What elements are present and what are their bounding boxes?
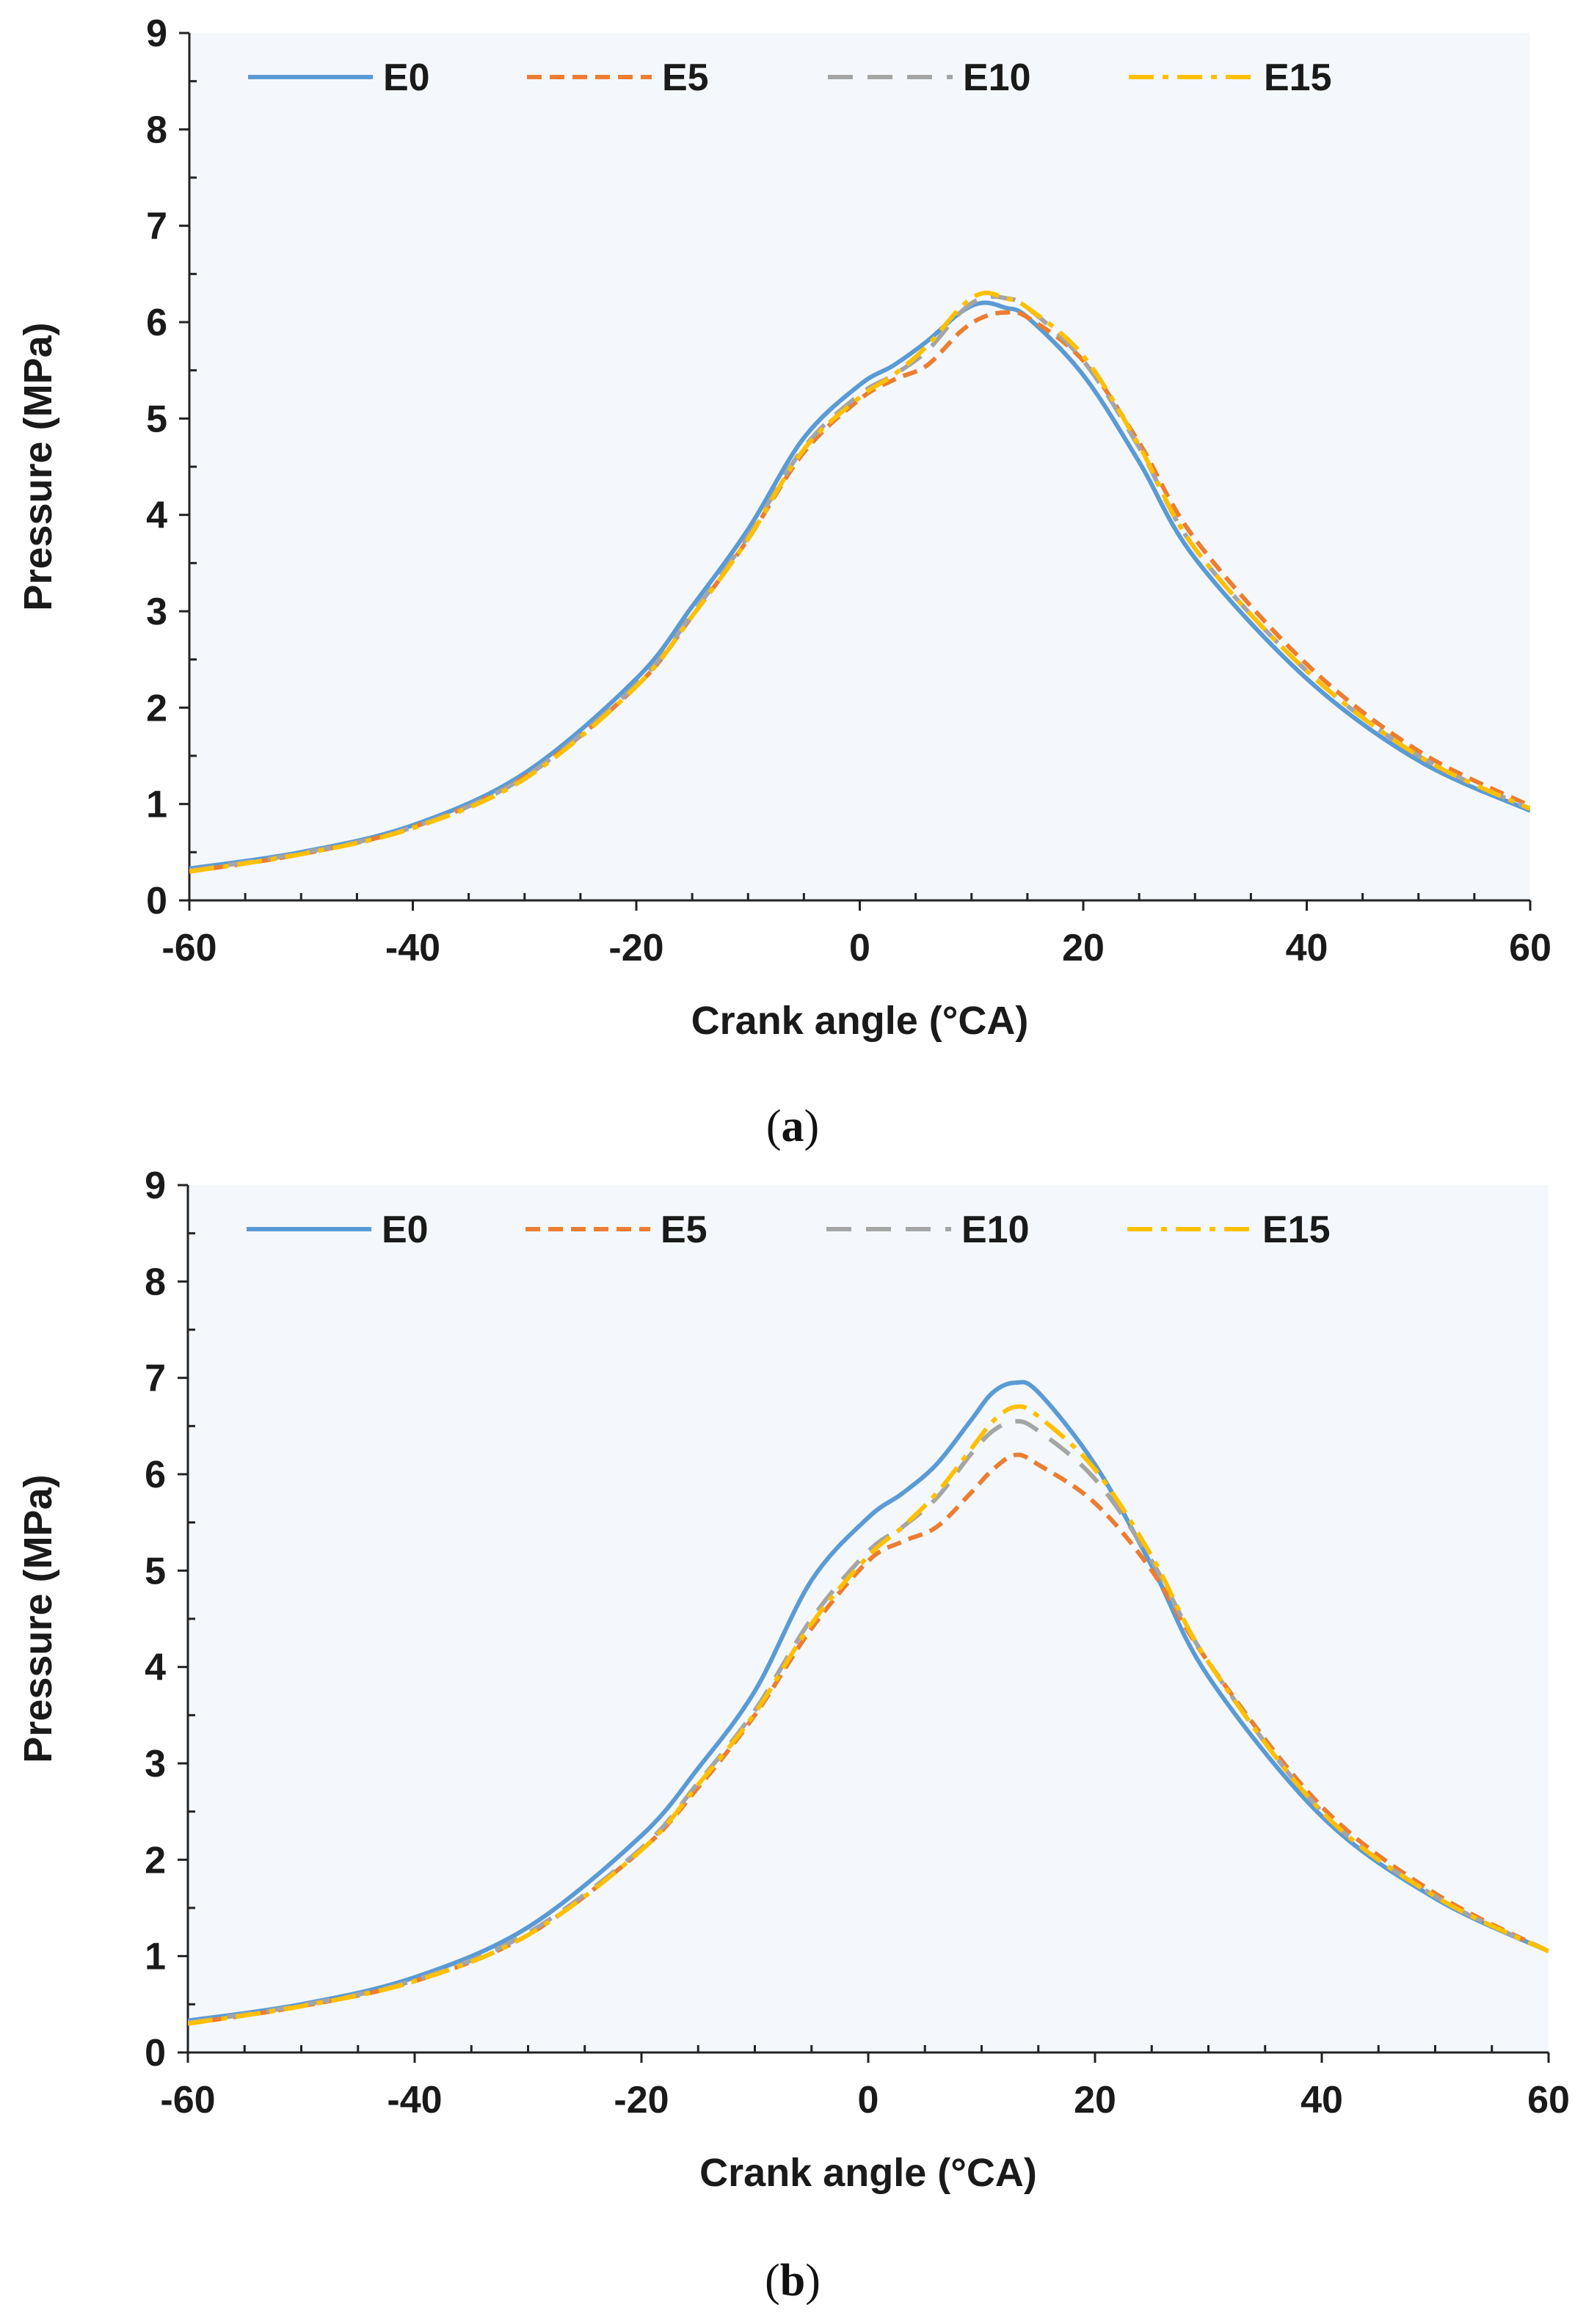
x-tick-label: 20 [1074,2079,1116,2121]
series-line-e0 [188,1380,1549,2023]
y-tick-label: 8 [145,1261,166,1303]
y-tick-label: 2 [146,687,167,729]
y-tick-label: 1 [146,784,167,826]
series-line-e15 [188,1404,1549,2026]
y-tick-label: 7 [146,205,167,248]
legend-label-e15: E15 [1264,57,1332,99]
legend-label-e0: E0 [382,1209,429,1251]
y-tick-label: 3 [145,1743,166,1785]
panel-label: (b) [765,2256,821,2306]
x-tick-label: 40 [1301,2079,1343,2121]
series-group [189,291,1530,874]
x-tick-label: -20 [608,927,663,969]
x-tick-label: -40 [387,2079,442,2121]
x-axis-title: Crank angle (°CA) [691,999,1029,1043]
y-tick-label: 9 [145,1165,166,1207]
y-axis-title: Pressure (MPa) [16,1474,60,1763]
y-tick-label: 1 [145,1936,166,1978]
series-line-e15 [189,291,1530,874]
y-tick-label: 0 [145,2032,166,2075]
chart-panel-a: 0 1 2 3 4 5 6 7 8 9 -60 -40 -20 0 20 40 60 Crank angle (°… [16,12,1552,1043]
x-tick-label: 0 [858,2079,879,2121]
x-tick-label: 60 [1527,2079,1570,2121]
x-tick-label: -60 [160,2079,215,2121]
x-tick-label: 60 [1509,927,1552,969]
plot-area [189,33,1530,900]
legend-label-e0: E0 [383,57,430,99]
x-tick-label: 0 [849,927,870,969]
x-tick-label: -60 [161,927,217,969]
x-tick-label: -20 [614,2079,669,2121]
y-tick-label: 9 [146,12,167,55]
x-tick-label: 20 [1062,927,1105,969]
y-tick-label: 4 [145,1647,166,1689]
y-tick-label: 5 [146,398,167,440]
y-tick-label: 8 [146,109,167,151]
legend-label-e10: E10 [961,1209,1030,1251]
x-axis-title: Crank angle (°CA) [699,2151,1037,2195]
y-tick-label: 7 [145,1358,166,1400]
chart-panel-b: 0 1 2 3 4 5 6 7 8 9 -60 -40 -20 0 20 40 60 Crank angle (°… [16,1165,1570,2195]
plot-area [188,1185,1549,2052]
x-tick-label: 40 [1286,927,1328,969]
legend-label-e5: E5 [661,1209,707,1251]
y-tick-label: 3 [146,591,167,633]
legend-label-e5: E5 [662,57,709,99]
y-axis-title: Pressure (MPa) [16,322,60,611]
y-tick-label: 0 [146,880,167,922]
x-tick-label: -40 [385,927,440,969]
y-tick-label: 2 [145,1839,166,1882]
y-tick-label: 6 [145,1454,166,1496]
y-tick-label: 5 [145,1550,166,1592]
y-tick-label: 6 [146,302,167,344]
legend-label-e10: E10 [963,57,1031,99]
y-tick-label: 4 [146,495,167,537]
panel-label: (a) [766,1101,819,1151]
series-group [188,1380,1549,2026]
series-line-e0 [189,300,1530,871]
legend-label-e15: E15 [1262,1209,1331,1251]
